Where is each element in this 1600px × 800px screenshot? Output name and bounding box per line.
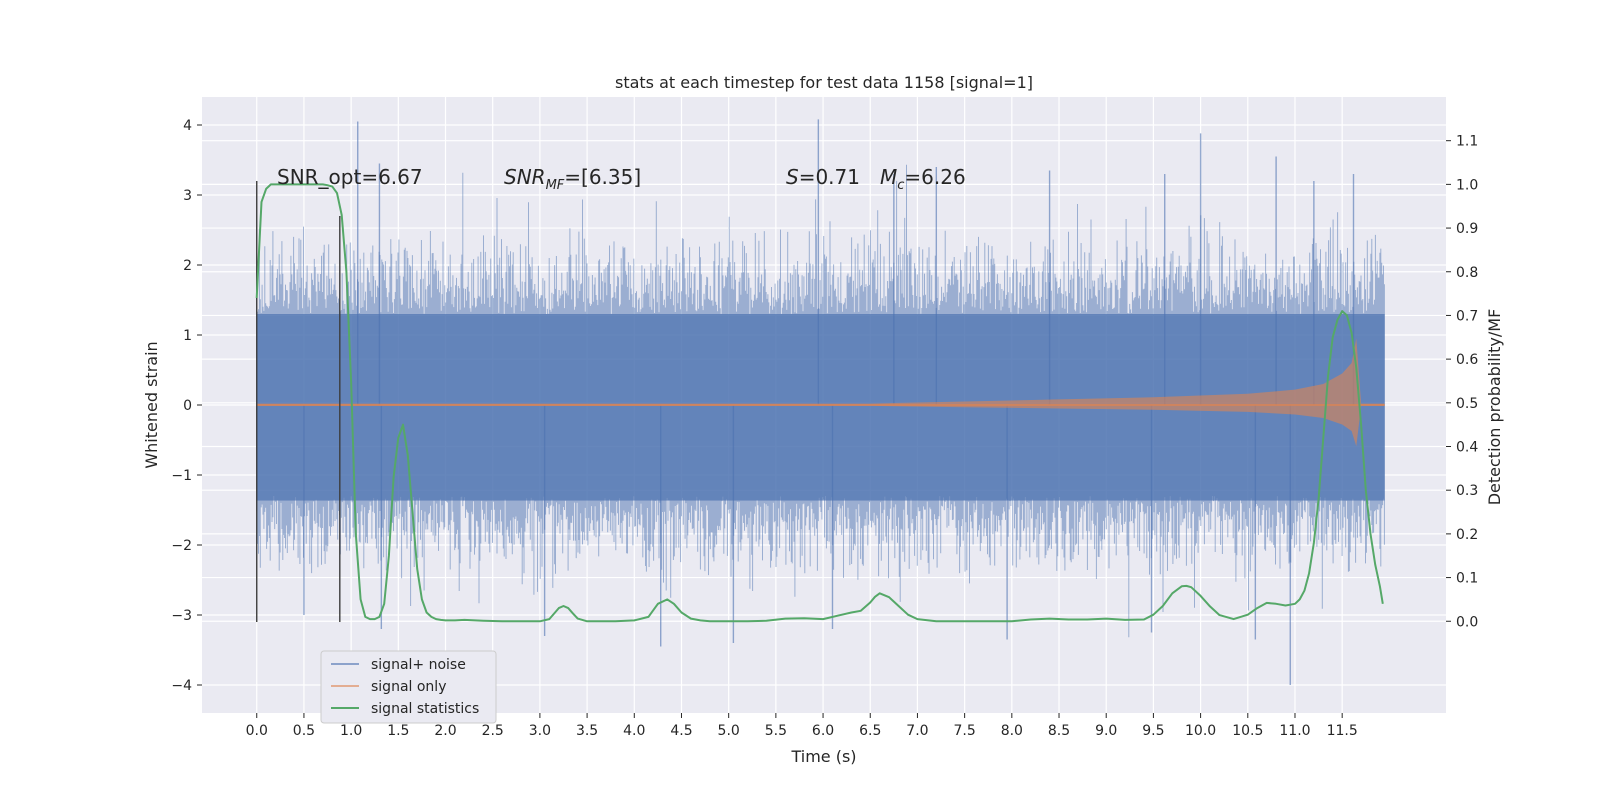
x-tick-label: 10.5 xyxy=(1232,723,1263,739)
snr-opt-annotation: SNR_opt=6.67 xyxy=(277,165,423,189)
y-right-tick-label: 0.7 xyxy=(1456,308,1478,324)
signal-only-series xyxy=(256,338,1385,447)
y-right-tick-label: 0.5 xyxy=(1456,396,1478,412)
y-tick-label: 1 xyxy=(183,328,192,344)
y-right-tick-label: 0.2 xyxy=(1456,527,1478,543)
x-tick-label: 11.5 xyxy=(1327,723,1358,739)
x-tick-label: 4.5 xyxy=(670,723,692,739)
legend-label-signal-only: signal only xyxy=(371,679,446,695)
mc-main: M xyxy=(880,165,897,189)
snr-mf-main: SNR xyxy=(504,165,546,189)
x-tick-label: 5.0 xyxy=(718,723,740,739)
y-tick-label: 0 xyxy=(183,398,192,414)
x-tick-label: 0.5 xyxy=(293,723,315,739)
x-tick-label: 2.5 xyxy=(482,723,504,739)
x-tick-label: 1.5 xyxy=(387,723,409,739)
y-tick-label: −1 xyxy=(171,468,192,484)
x-tick-label: 11.0 xyxy=(1279,723,1310,739)
mc-value: =6.26 xyxy=(904,165,965,189)
y-tick-label: 3 xyxy=(183,188,192,204)
y-tick-label: −4 xyxy=(171,678,192,694)
x-tick-label: 2.0 xyxy=(434,723,456,739)
x-tick-label: 4.0 xyxy=(623,723,645,739)
x-tick-label: 10.0 xyxy=(1185,723,1216,739)
x-tick-label: 3.5 xyxy=(576,723,598,739)
x-tick-label: 9.5 xyxy=(1142,723,1164,739)
x-tick-label: 7.0 xyxy=(906,723,928,739)
y-right-tick-label: 0.0 xyxy=(1456,614,1478,630)
y-right-tick-label: 0.6 xyxy=(1456,352,1478,368)
y-right-tick-label: 0.3 xyxy=(1456,483,1478,499)
snr-mf-annotation: SNRMF=[6.35] xyxy=(504,165,641,193)
x-tick-label: 9.0 xyxy=(1095,723,1117,739)
chart-title: stats at each timestep for test data 115… xyxy=(615,73,1033,92)
s-annotation: S=0.71 xyxy=(786,165,860,189)
x-axis-title: Time (s) xyxy=(790,747,856,766)
y-right-tick-label: 1.0 xyxy=(1456,177,1478,193)
snr-mf-value: =[6.35] xyxy=(564,165,641,189)
mc-annotation: Mc=6.26 xyxy=(880,165,966,193)
marker-lines xyxy=(256,181,341,622)
snr-mf-sub: MF xyxy=(546,178,565,193)
x-tick-label: 3.0 xyxy=(529,723,551,739)
y-tick-label: 4 xyxy=(183,118,192,134)
y-tick-label: −2 xyxy=(171,538,192,554)
y-axis-right-title: Detection probability/MF xyxy=(1485,309,1504,506)
x-tick-label: 7.5 xyxy=(954,723,976,739)
x-tick-label: 8.0 xyxy=(1001,723,1023,739)
x-tick-label: 8.5 xyxy=(1048,723,1070,739)
axis-ticks: 0.0 0.5 1.0 1.5 2.0 2.5 3.0 3.5 4.0 4.5 5.0 5.5 6.0 6… xyxy=(171,118,1478,739)
y-axis-title: Whitened strain xyxy=(142,341,161,468)
x-tick-label: 6.0 xyxy=(812,723,834,739)
legend: signal+ noise signal only signal statist… xyxy=(320,650,497,724)
y-right-tick-label: 1.1 xyxy=(1456,134,1478,150)
statistics-line xyxy=(255,183,1384,623)
x-tick-label: 1.0 xyxy=(340,723,362,739)
y-tick-label: 2 xyxy=(183,258,192,274)
y-right-tick-label: 0.4 xyxy=(1456,440,1478,456)
y-tick-label: −3 xyxy=(171,608,192,624)
mc-sub: c xyxy=(897,178,904,193)
legend-label-signal-statistics: signal statistics xyxy=(371,701,479,717)
s-value: =0.71 xyxy=(799,165,860,189)
x-tick-label: 0.0 xyxy=(246,723,268,739)
x-tick-label: 5.5 xyxy=(765,723,787,739)
y-right-tick-label: 0.1 xyxy=(1456,571,1478,587)
s-label: S xyxy=(786,165,799,189)
signal-statistics-series xyxy=(255,183,1384,623)
y-right-tick-label: 0.8 xyxy=(1456,265,1478,281)
legend-box xyxy=(320,650,497,724)
x-tick-label: 6.5 xyxy=(859,723,881,739)
y-right-tick-label: 0.9 xyxy=(1456,221,1478,237)
legend-label-signal-noise: signal+ noise xyxy=(371,657,466,673)
